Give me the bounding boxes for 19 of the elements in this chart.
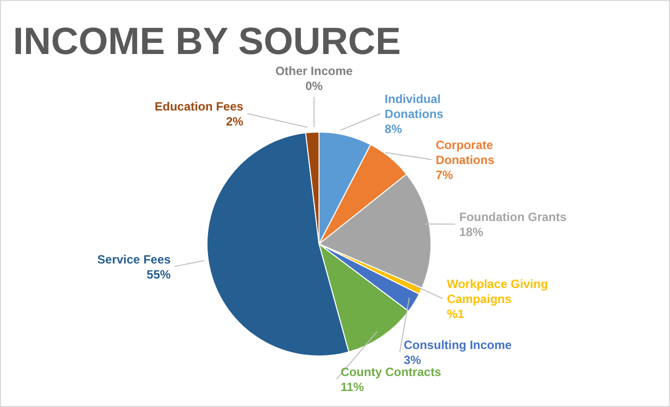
data-label: 7% [436, 168, 454, 182]
slice-label: Consulting Income [404, 338, 512, 352]
data-label: 55% [146, 267, 171, 282]
slice-label: Foundation Grants [459, 210, 567, 224]
data-label: 11% [340, 380, 364, 394]
data-label: 8% [384, 122, 402, 136]
slice-label: Individual Donations [384, 92, 444, 122]
data-label: 18% [459, 225, 484, 240]
slice-label: Workplace Giving Campaigns [446, 277, 548, 306]
text: 0% [305, 79, 323, 93]
data-label: 3% [404, 353, 422, 368]
slice-label: Education Fees [154, 100, 244, 114]
data-label: 2% [226, 114, 244, 129]
slice-label: Service Fees [97, 252, 171, 266]
slice-label: County Contracts [340, 365, 442, 380]
category-label: Other Income [275, 64, 353, 78]
chart-title: INCOME BY SOURCE [13, 21, 401, 64]
data-label: %1 [446, 307, 465, 322]
slice-label: Corporate Donations [436, 138, 495, 168]
